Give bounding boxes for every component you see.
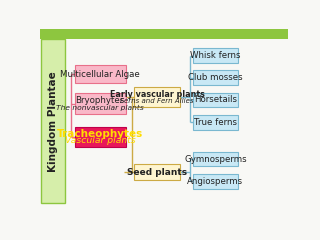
FancyBboxPatch shape [75, 65, 125, 83]
FancyBboxPatch shape [75, 127, 125, 147]
FancyBboxPatch shape [193, 70, 238, 85]
FancyBboxPatch shape [41, 39, 65, 204]
Text: Early vascular plants: Early vascular plants [110, 90, 204, 98]
Text: Bryophytes: Bryophytes [76, 96, 125, 105]
FancyBboxPatch shape [134, 164, 180, 180]
Text: Club mosses: Club mosses [188, 73, 243, 82]
Text: True ferns: True ferns [194, 118, 237, 127]
FancyBboxPatch shape [193, 174, 238, 189]
Text: Whisk ferns: Whisk ferns [190, 51, 241, 60]
Text: Ferns and Fern Allies: Ferns and Fern Allies [120, 98, 194, 104]
Text: Kingdom Plantae: Kingdom Plantae [48, 71, 58, 172]
FancyBboxPatch shape [193, 48, 238, 63]
Text: Multicellular Algae: Multicellular Algae [60, 70, 140, 78]
Text: Horsetails: Horsetails [194, 96, 237, 104]
Text: Tracheophytes: Tracheophytes [57, 129, 143, 139]
FancyBboxPatch shape [193, 93, 238, 107]
FancyBboxPatch shape [193, 152, 238, 167]
Text: The nonvascular plants: The nonvascular plants [56, 105, 144, 111]
Text: Gymnosperms: Gymnosperms [184, 155, 247, 164]
FancyBboxPatch shape [193, 115, 238, 130]
FancyBboxPatch shape [40, 29, 288, 39]
FancyBboxPatch shape [134, 87, 180, 107]
Text: Seed plants: Seed plants [127, 168, 187, 177]
Text: Angiosperms: Angiosperms [188, 177, 244, 186]
FancyBboxPatch shape [75, 94, 125, 114]
Text: Vascular plants: Vascular plants [65, 136, 135, 145]
